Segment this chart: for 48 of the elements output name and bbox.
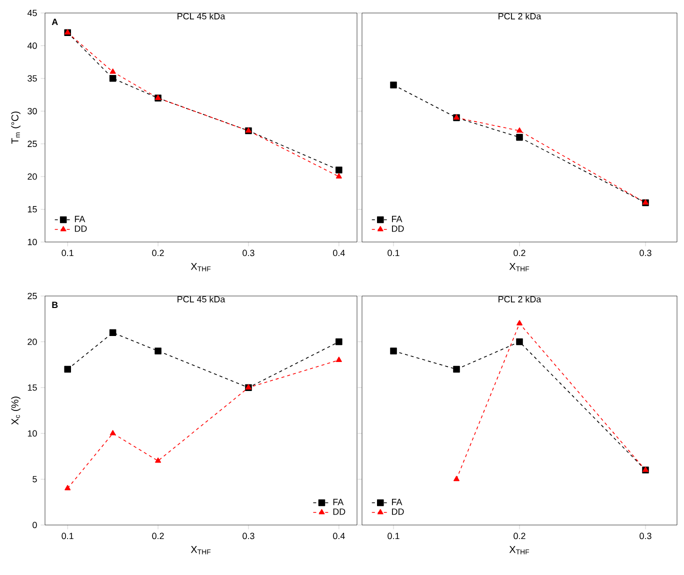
x-axis-title: X$_{THF}$ [509,546,530,554]
y-tick-label: 35 [28,75,37,82]
y-tick-label: 20 [28,338,37,345]
x-tick-label: 0.1 [62,532,74,540]
y-tick-label: 30 [28,108,37,114]
y-axis-title: X$_{c}$ (%) [11,396,20,425]
x-tick-label: 0.1 [388,250,400,256]
y-axis-title: T$_{m}$ (°C) [11,112,20,144]
y-tick-label: 10 [28,430,37,437]
legend-label: DD [333,508,346,515]
y-tick-label: 10 [28,238,37,246]
y-tick-label: 20 [28,173,37,180]
x-tick-label: 0.2 [514,532,526,540]
y-tick-label: 25 [28,292,37,300]
y-tick-label: 15 [28,384,37,391]
chart-title: PCL 45 kDa [178,296,226,302]
y-tick-label: 25 [28,140,37,148]
chart-title: PCL 2 kDa [498,296,542,302]
y-tick-label: 40 [27,42,37,49]
chart-title: PCL 2 kDa [498,12,542,20]
legend-label: FA [392,216,402,222]
legend-label: FA [392,498,402,506]
x-tick-label: 0.1 [62,250,74,256]
x-axis-title: X$_{THF}$ [509,262,530,272]
x-tick-label: 0.3 [640,250,652,256]
legend-label: FA [74,216,86,222]
x-axis-title: X$_{THF}$ [190,262,211,272]
x-tick-label: 0.4 [333,532,345,540]
x-tick-label: 0.3 [242,532,254,540]
legend-label: FA [333,498,344,506]
y-tick-label: 45 [27,10,37,16]
x-axis-title: X$_{THF}$ [190,546,211,554]
x-tick-label: 0.2 [152,532,164,540]
x-tick-label: 0.2 [152,250,164,256]
legend-label: DD [74,226,87,232]
x-tick-label: 0.3 [242,250,254,256]
x-tick-label: 0.2 [514,250,526,256]
annotation: A [52,18,58,25]
y-tick-label: 0 [32,522,37,528]
y-tick-label: 15 [28,206,37,212]
y-tick-label: 5 [32,476,37,482]
annotation: B [52,302,58,308]
x-tick-label: 0.3 [640,532,652,540]
x-tick-label: 0.4 [333,250,345,256]
chart-title: PCL 45 kDa [178,12,226,20]
legend-label: DD [392,226,404,232]
x-tick-label: 0.1 [388,532,400,540]
legend-label: DD [392,508,404,515]
